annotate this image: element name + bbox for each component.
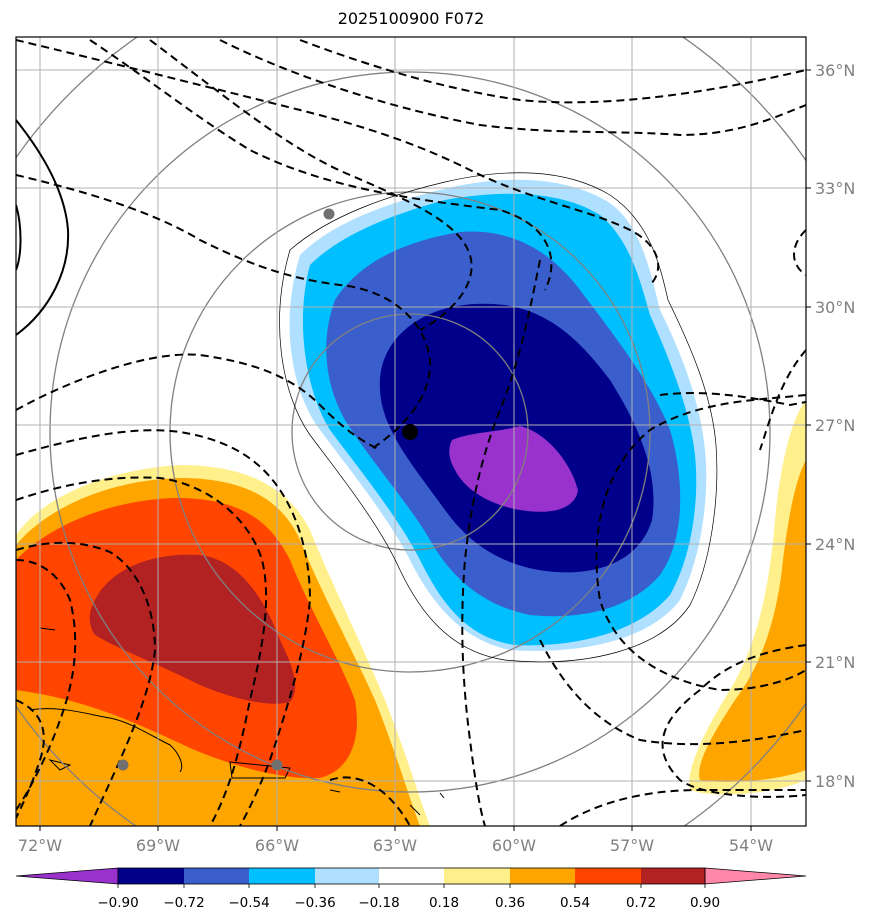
solid-isoline-2	[16, 204, 22, 271]
solid-isoline	[16, 119, 70, 336]
lon-label: 66°W	[255, 836, 299, 855]
colorbar-seg	[184, 868, 249, 884]
lat-labels: 36°N 33°N 30°N 27°N 24°N 21°N 18°N	[815, 61, 855, 791]
lon-label: 57°W	[610, 836, 654, 855]
colorbar-tick-label: −0.36	[294, 895, 335, 911]
station-marker-san-juan	[271, 759, 283, 771]
colorbar-arrow-left	[15, 867, 119, 885]
colorbar-tick-label: −0.18	[358, 895, 399, 911]
colorbar-tick-label: 0.90	[690, 895, 720, 911]
colorbar-seg	[510, 868, 575, 884]
map-title: 2025100900 F072	[337, 9, 485, 28]
colorbar-tick-label: −0.54	[228, 895, 269, 911]
lat-label: 18°N	[815, 772, 855, 791]
storm-center-marker	[402, 424, 418, 440]
colorbar-seg	[118, 868, 184, 884]
colorbar-seg	[641, 868, 705, 884]
map-frame	[15, 36, 807, 827]
lat-label: 21°N	[815, 653, 855, 672]
lon-label: 60°W	[492, 836, 536, 855]
anomaly-outline	[279, 172, 718, 663]
lat-label: 27°N	[815, 416, 855, 435]
lon-label: 63°W	[373, 836, 417, 855]
lat-label: 33°N	[815, 179, 855, 198]
colorbar: −0.90 −0.72 −0.54 −0.36 −0.18 0.18 0.36 …	[15, 867, 807, 911]
lon-labels: 72°W 69°W 66°W 63°W 60°W 57°W 54°W	[18, 836, 773, 855]
pos-anomaly-east-2	[699, 460, 806, 782]
pos-anomaly-4	[89, 554, 296, 704]
station-marker-santo-domingo	[117, 759, 129, 771]
lat-label: 30°N	[815, 298, 855, 317]
colorbar-tick-label: 0.54	[560, 895, 590, 911]
colorbar-tick-label: 0.36	[495, 895, 525, 911]
colorbar-seg	[315, 868, 379, 884]
station-marker-bermuda	[323, 208, 335, 220]
colorbar-tick-label: −0.72	[163, 895, 204, 911]
colorbar-frame	[117, 867, 706, 885]
colorbar-arrow-right	[704, 867, 807, 885]
lon-label: 72°W	[18, 836, 62, 855]
graticule	[16, 37, 806, 826]
colorbar-seg	[444, 868, 510, 884]
axis-ticks	[39, 69, 811, 831]
lon-label: 54°W	[729, 836, 773, 855]
colorbar-tick-label: −0.90	[97, 895, 138, 911]
dashed-isolines	[16, 39, 806, 826]
colorbar-seg	[249, 868, 315, 884]
lat-label: 36°N	[815, 61, 855, 80]
lat-label: 24°N	[815, 535, 855, 554]
colorbar-tick-label: 0.72	[626, 895, 656, 911]
colorbar-tick-label: 0.18	[429, 895, 459, 911]
lon-label: 69°W	[136, 836, 180, 855]
colorbar-seg	[575, 868, 641, 884]
colorbar-seg	[379, 868, 444, 884]
